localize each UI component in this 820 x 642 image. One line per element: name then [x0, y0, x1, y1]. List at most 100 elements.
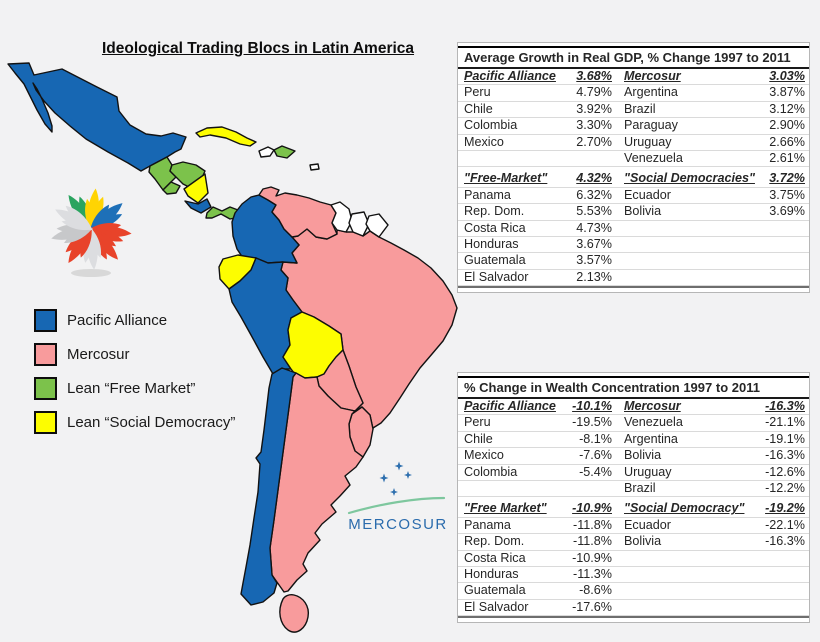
table-row: Costa Rica 4.73%: [458, 220, 809, 238]
cell-label: Peru: [464, 85, 491, 100]
mercosur-star-icon: [394, 461, 404, 471]
table-title: Average Growth in Real GDP, % Change 199…: [458, 46, 809, 69]
mercosur-star-icon: [379, 473, 389, 483]
cell-label: Costa Rica: [464, 220, 526, 235]
table-row: Costa Rica -10.9%: [458, 550, 809, 568]
cell-label: [464, 151, 559, 166]
table-row: Brazil -12.2%: [458, 481, 809, 498]
table-row: El Salvador -17.6%: [458, 599, 809, 617]
cell-value: -8.6%: [579, 583, 612, 598]
cell-value: -16.3%: [765, 448, 805, 463]
table-row: Chile 3.92% Brazil 3.12%: [458, 102, 809, 119]
cell-label: Colombia: [464, 464, 518, 479]
cell-value: -8.1%: [579, 431, 612, 446]
country-cuba: [195, 126, 257, 147]
table-row: Venezuela 2.61%: [458, 151, 809, 168]
cell-label: Venezuela: [624, 151, 683, 166]
table-row: Peru 4.79% Argentina 3.87%: [458, 85, 809, 102]
country-french-guiana: [365, 213, 389, 238]
cell-value: 5.53%: [576, 204, 612, 219]
pa-logo-petal: [88, 225, 132, 237]
cell-label: Panama: [464, 517, 511, 532]
table-row: El Salvador 2.13%: [458, 269, 809, 287]
cell-label: Ecuador: [624, 517, 671, 532]
legend-item-pacific-alliance: Pacific Alliance: [34, 308, 235, 332]
pa-logo-petal: [65, 205, 93, 231]
cell-label: Costa Rica: [464, 550, 526, 565]
logo-shadow: [71, 269, 111, 277]
table-body: Pacific Alliance 3.68% Mercosur 3.03% Peru 4.…: [458, 69, 809, 289]
table-row: Colombia 3.30% Paraguay 2.90%: [458, 118, 809, 135]
cell-value: [758, 270, 805, 285]
table-row: Rep. Dom. 5.53% Bolivia 3.69%: [458, 204, 809, 221]
table-title: % Change in Wealth Concentration 1997 to…: [458, 376, 809, 399]
legend-label: Lean “Free Market”: [67, 379, 196, 397]
cell-value: -11.8%: [573, 534, 612, 549]
cell-label: Bolivia: [624, 204, 662, 219]
cell-value: -17.6%: [572, 599, 612, 614]
cell-label: Pacific Alliance: [464, 69, 556, 83]
cell-label: Bolivia: [624, 448, 662, 463]
cell-value: 3.87%: [769, 85, 805, 100]
cell-value: [758, 567, 805, 582]
cell-label: [612, 551, 758, 566]
country-suriname: [348, 211, 370, 237]
cell-value: [758, 253, 805, 268]
cell-label: Ecuador: [624, 187, 671, 202]
mercosur-logo: MERCOSUR: [347, 461, 446, 533]
cell-value: -22.1%: [765, 517, 805, 532]
legend-swatch-lean-free-market: [34, 376, 57, 400]
cell-label: "Free-Market": [464, 171, 548, 186]
legend-swatch-lean-social-democracy: [34, 410, 57, 434]
country-puerto-rico: [309, 163, 320, 171]
cell-value: -19.1%: [765, 431, 805, 446]
cell-value: 3.72%: [769, 171, 805, 186]
cell-value: 3.03%: [769, 69, 805, 83]
mercosur-star-icon: [390, 488, 398, 496]
cell-value: -16.3%: [765, 534, 805, 549]
legend-item-lean-social-democracy: Lean “Social Democracy”: [34, 410, 235, 434]
cell-label: Bolivia: [624, 534, 662, 549]
country-chile: [240, 367, 297, 606]
cell-value: 2.13%: [576, 269, 612, 284]
country-venezuela: [258, 186, 338, 240]
cell-label: Uruguay: [624, 464, 672, 479]
cell-label: Venezuela: [624, 415, 683, 430]
country-dominican-republic: [273, 145, 296, 159]
cell-value: -10.9%: [572, 550, 612, 565]
cell-value: [559, 481, 612, 496]
cell-label: [612, 600, 758, 615]
wealth-concentration-table: % Change in Wealth Concentration 1997 to…: [457, 372, 810, 624]
table-group-header-row: "Free Market" -10.9% "Social Democracy" -19…: [458, 497, 809, 518]
gdp-growth-table: Average Growth in Real GDP, % Change 199…: [457, 42, 810, 294]
table-row: Guatemala -8.6%: [458, 583, 809, 600]
cell-value: [559, 151, 612, 166]
cell-label: Honduras: [464, 567, 519, 582]
cell-label: [612, 270, 758, 285]
cell-value: -11.3%: [573, 567, 612, 582]
country-guyana: [330, 201, 353, 233]
cell-value: [758, 221, 805, 236]
cell-label: [612, 221, 758, 236]
legend-item-mercosur: Mercosur: [34, 342, 235, 366]
cell-label: Peru: [464, 415, 491, 430]
cell-value: -19.2%: [765, 501, 805, 516]
table-group-header-row: "Free-Market" 4.32% "Social Democracies" 3.…: [458, 167, 809, 188]
cell-label: Rep. Dom.: [464, 204, 525, 219]
cell-value: 3.75%: [769, 187, 805, 202]
cell-value: -11.8%: [573, 517, 612, 532]
cell-value: 2.70%: [576, 134, 612, 149]
cell-label: [612, 253, 758, 268]
cell-label: Colombia: [464, 118, 518, 133]
table-row: Guatemala 3.57%: [458, 253, 809, 270]
cell-value: [758, 600, 805, 615]
cell-label: Mercosur: [624, 69, 681, 83]
cell-value: -12.6%: [765, 464, 805, 479]
table-row: Colombia -5.4% Uruguay -12.6%: [458, 464, 809, 482]
table-group-header-row: Pacific Alliance -10.1% Mercosur -16.3%: [458, 399, 809, 416]
pa-logo-petal: [87, 188, 99, 232]
cell-label: Argentina: [624, 85, 678, 100]
cell-value: [758, 551, 805, 566]
cell-value: -10.1%: [572, 399, 612, 413]
cell-value: 4.73%: [576, 220, 612, 235]
